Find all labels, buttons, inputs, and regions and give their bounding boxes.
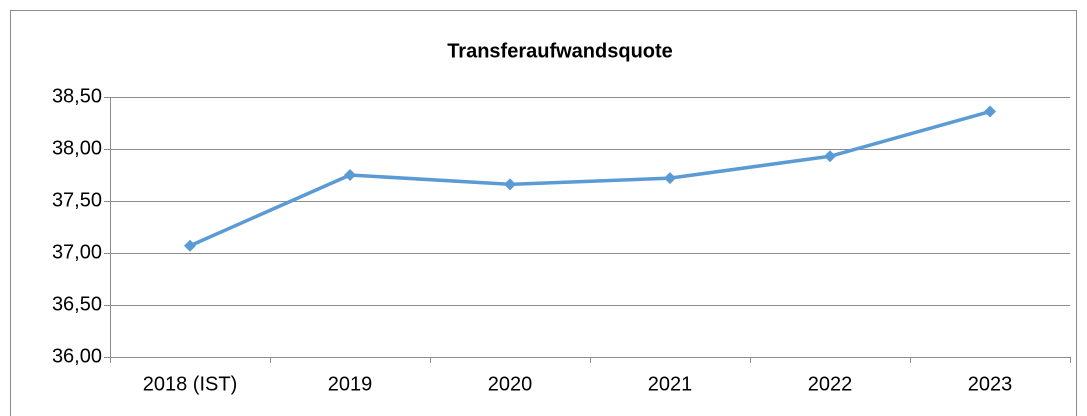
x-tick-label: 2019 xyxy=(328,373,373,395)
chart-frame xyxy=(10,10,1077,416)
x-tick-label: 2021 xyxy=(648,373,693,395)
marker xyxy=(664,172,676,185)
marker xyxy=(824,150,836,163)
marker xyxy=(984,105,996,118)
marker xyxy=(344,169,356,181)
line-series xyxy=(189,109,991,248)
x-tick-label: 2022 xyxy=(808,373,853,395)
y-tick-label: 38,50 xyxy=(52,85,102,107)
y-tick-label: 37,50 xyxy=(52,189,102,211)
x-tick-label: 2018 (IST) xyxy=(143,373,237,395)
y-tick-label: 38,00 xyxy=(52,137,102,159)
chart-title: Transferaufwandsquote xyxy=(447,40,673,62)
marker xyxy=(504,178,516,191)
y-tick-label: 36,50 xyxy=(52,293,102,315)
x-tick-label: 2023 xyxy=(968,373,1013,395)
marker xyxy=(184,239,196,252)
y-tick-label: 36,00 xyxy=(52,345,102,367)
x-tick-label: 2020 xyxy=(488,373,533,395)
y-tick-label: 37,00 xyxy=(52,241,102,263)
